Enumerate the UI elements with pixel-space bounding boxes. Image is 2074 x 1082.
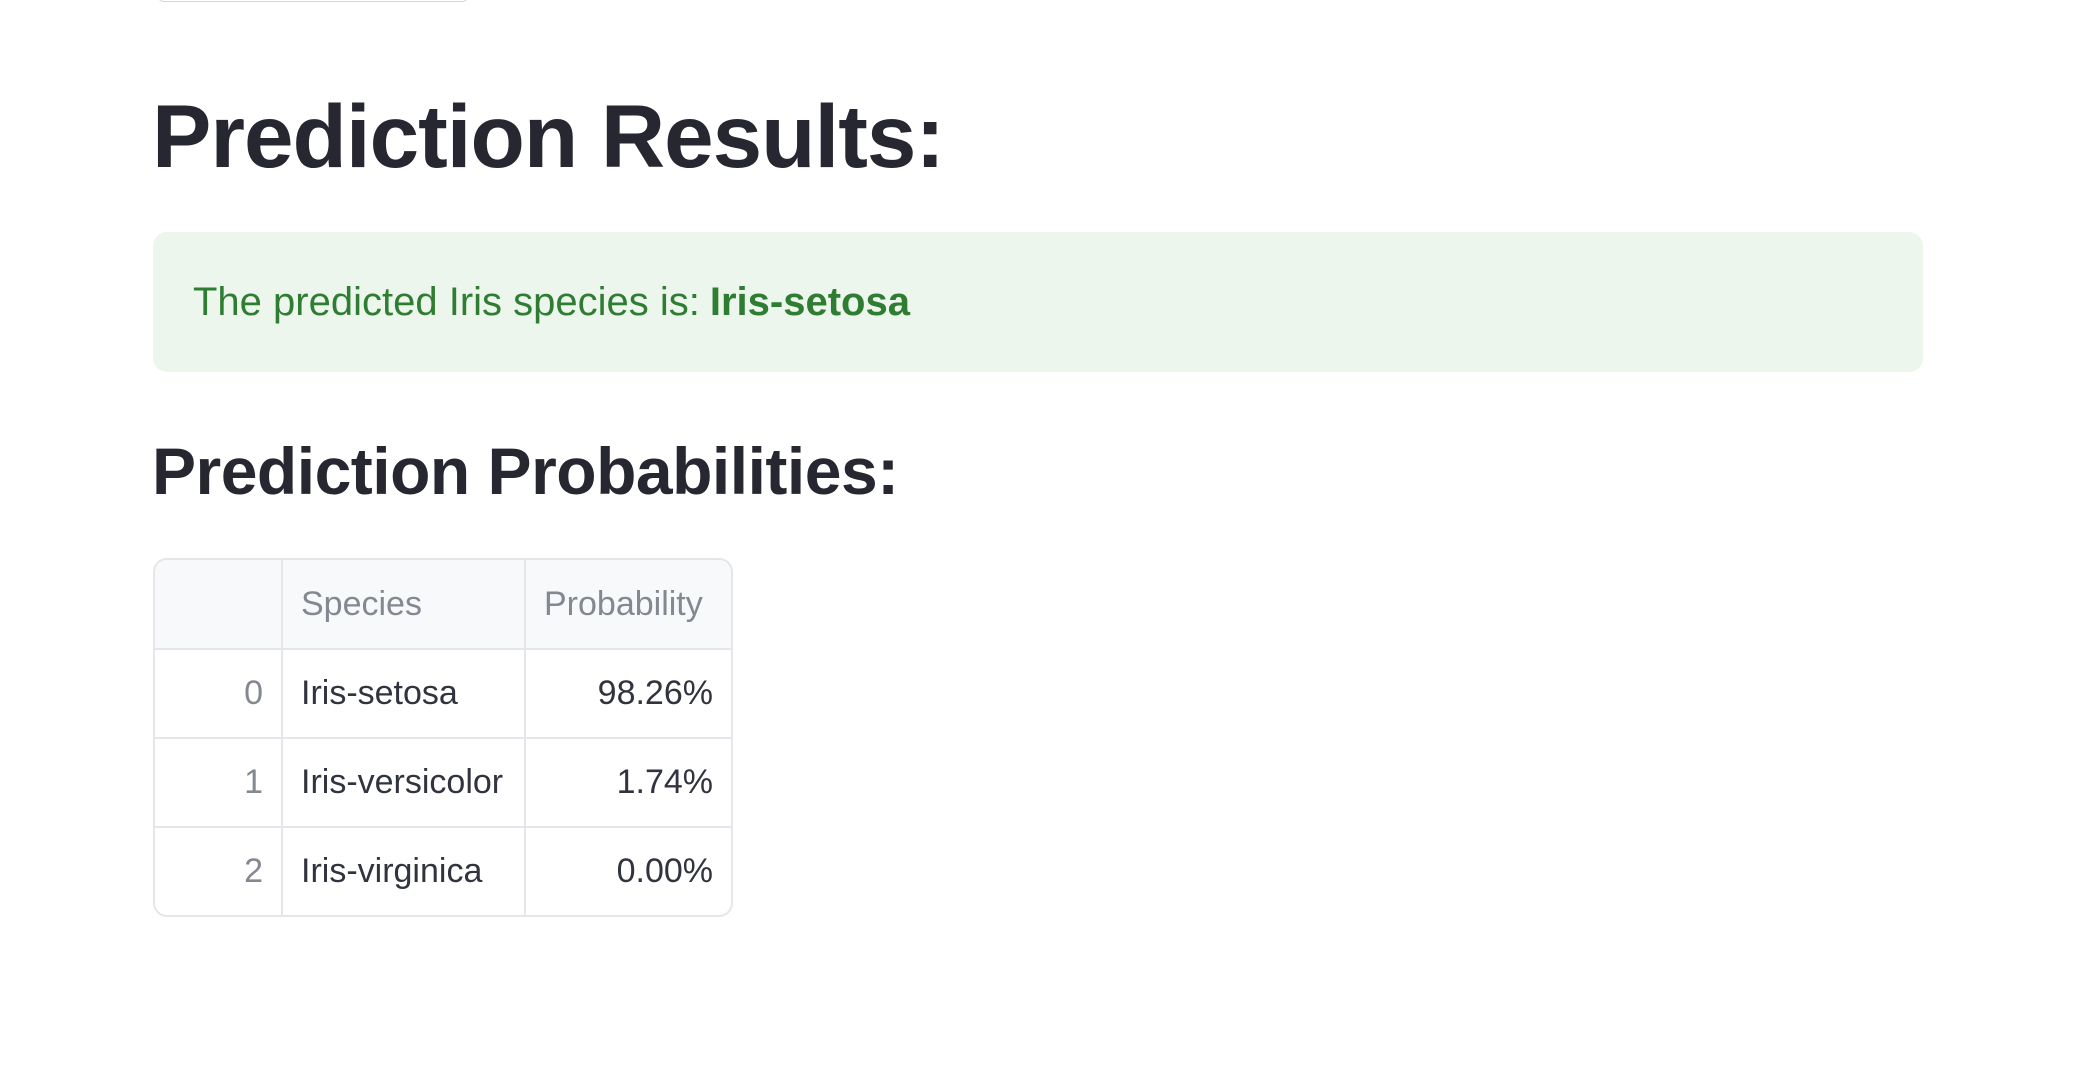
previous-button-edge[interactable] (157, 0, 469, 2)
species-cell[interactable]: Iris-setosa (282, 649, 526, 739)
species-cell[interactable]: Iris-virginica (282, 827, 526, 915)
row-index[interactable]: 2 (155, 827, 283, 915)
row-index[interactable]: 0 (155, 649, 283, 739)
row-index[interactable]: 1 (155, 738, 283, 828)
table-header-row: Species Probability (155, 560, 731, 650)
probability-cell[interactable]: 1.74% (525, 738, 731, 828)
species-cell[interactable]: Iris-versicolor (282, 738, 526, 828)
prediction-probabilities-heading: Prediction Probabilities: (152, 434, 899, 508)
probability-column-header[interactable]: Probability (525, 560, 731, 650)
probabilities-dataframe[interactable]: Species Probability 0 Iris-setosa 98.26%… (153, 558, 733, 917)
success-message-prefix: The predicted Iris species is: (193, 279, 700, 324)
table-row: 2 Iris-virginica 0.00% (155, 827, 731, 915)
probabilities-table: Species Probability 0 Iris-setosa 98.26%… (155, 560, 731, 915)
probability-cell[interactable]: 0.00% (616, 852, 713, 890)
prediction-results-heading: Prediction Results: (152, 86, 945, 186)
index-column-header[interactable] (155, 560, 283, 650)
success-alert: The predicted Iris species is: Iris-seto… (153, 232, 1923, 372)
predicted-species-value: Iris-setosa (709, 279, 910, 324)
probability-cell[interactable]: 98.26% (525, 649, 731, 739)
table-row: 0 Iris-setosa 98.26% (155, 649, 731, 739)
table-row: 1 Iris-versicolor 1.74% (155, 738, 731, 828)
species-column-header[interactable]: Species (282, 560, 526, 650)
